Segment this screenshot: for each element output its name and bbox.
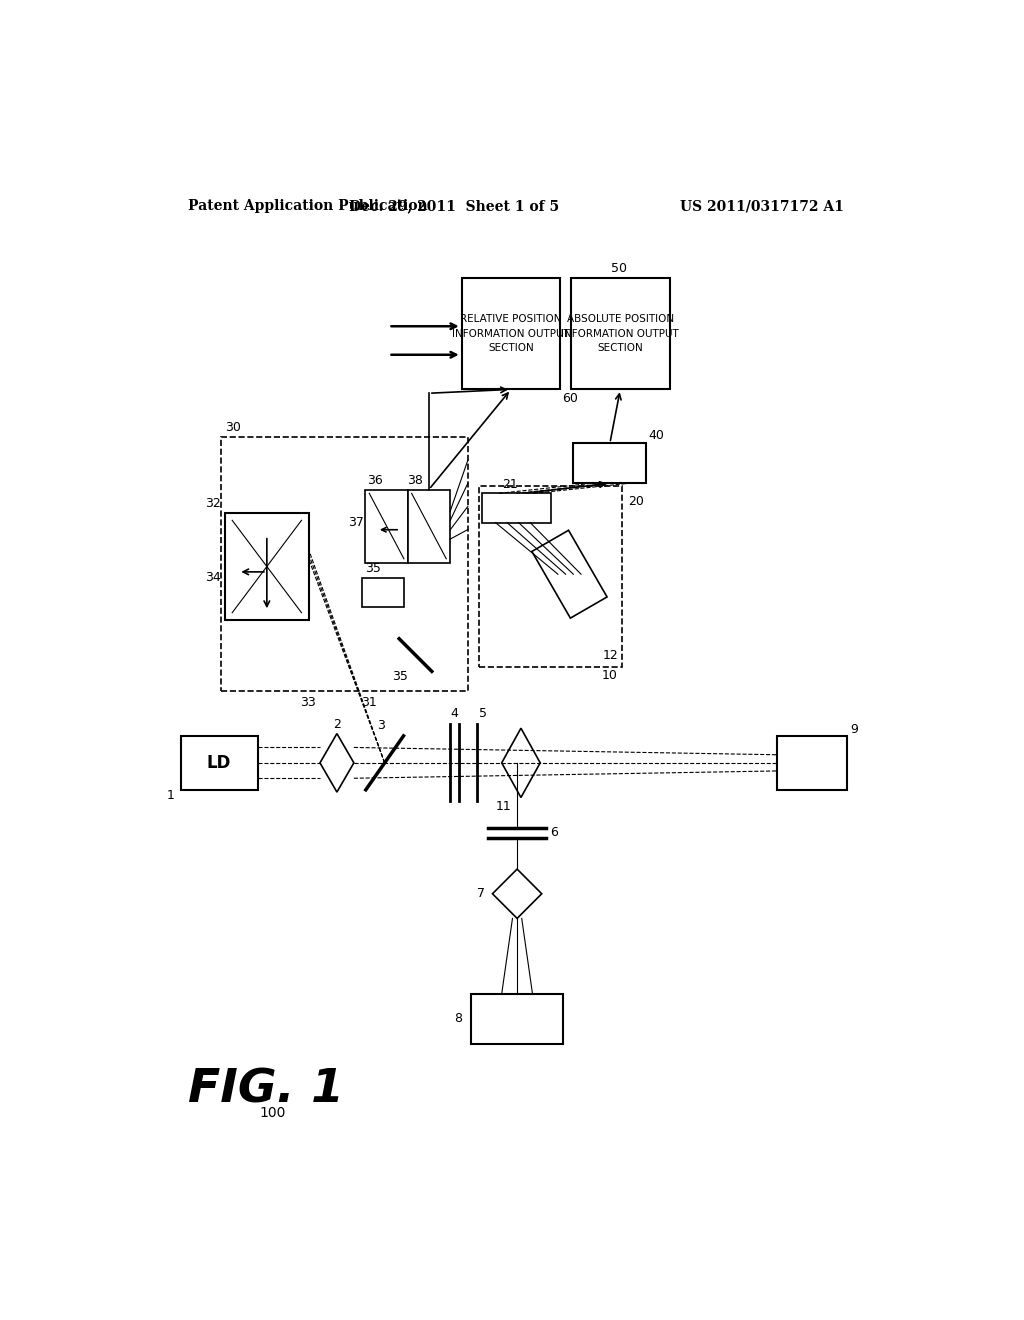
Text: 35: 35 bbox=[392, 671, 408, 684]
Text: 7: 7 bbox=[477, 887, 484, 900]
Text: 6: 6 bbox=[550, 826, 558, 840]
Bar bbox=[479, 486, 622, 667]
Bar bbox=[571, 277, 670, 389]
Bar bbox=[361, 578, 403, 607]
Text: 21: 21 bbox=[503, 478, 518, 491]
Text: 3: 3 bbox=[377, 718, 385, 731]
Text: 12: 12 bbox=[603, 648, 618, 661]
Text: Patent Application Publication: Patent Application Publication bbox=[188, 199, 428, 213]
Text: 20: 20 bbox=[628, 495, 644, 508]
Text: LD: LD bbox=[207, 754, 231, 772]
Text: Dec. 29, 2011  Sheet 1 of 5: Dec. 29, 2011 Sheet 1 of 5 bbox=[349, 199, 559, 213]
Text: 60: 60 bbox=[562, 392, 578, 405]
Bar bbox=[471, 994, 563, 1044]
Text: 36: 36 bbox=[367, 474, 383, 487]
Text: 50: 50 bbox=[610, 261, 627, 275]
Text: ABSOLUTE POSITION
INFORMATION OUTPUT
SECTION: ABSOLUTE POSITION INFORMATION OUTPUT SEC… bbox=[561, 314, 679, 354]
Text: 100: 100 bbox=[260, 1106, 286, 1121]
Text: 40: 40 bbox=[648, 429, 664, 442]
Text: 8: 8 bbox=[454, 1012, 462, 1026]
Text: 10: 10 bbox=[602, 669, 617, 682]
Text: 4: 4 bbox=[451, 708, 459, 721]
Text: 32: 32 bbox=[205, 496, 220, 510]
Text: 9: 9 bbox=[851, 723, 858, 737]
Bar bbox=[481, 494, 551, 523]
Text: 34: 34 bbox=[205, 570, 220, 583]
Bar bbox=[180, 737, 258, 789]
Text: 38: 38 bbox=[408, 474, 423, 487]
Bar bbox=[573, 444, 646, 483]
Text: 31: 31 bbox=[361, 696, 377, 709]
Text: 5: 5 bbox=[479, 708, 487, 721]
Text: 30: 30 bbox=[225, 421, 241, 434]
Bar bbox=[408, 490, 451, 562]
Text: US 2011/0317172 A1: US 2011/0317172 A1 bbox=[680, 199, 844, 213]
Text: 33: 33 bbox=[300, 696, 315, 709]
Text: 1: 1 bbox=[167, 789, 174, 803]
Text: 2: 2 bbox=[333, 718, 341, 731]
Text: RELATIVE POSITION
INFORMATION OUTPUT
SECTION: RELATIVE POSITION INFORMATION OUTPUT SEC… bbox=[452, 314, 569, 354]
Text: FIG. 1: FIG. 1 bbox=[188, 1068, 344, 1113]
Bar bbox=[366, 490, 408, 562]
Bar bbox=[777, 737, 847, 789]
Text: 11: 11 bbox=[496, 800, 512, 813]
Text: 37: 37 bbox=[348, 516, 364, 529]
Bar bbox=[221, 437, 468, 692]
Bar bbox=[224, 512, 309, 620]
Bar bbox=[462, 277, 560, 389]
Text: 35: 35 bbox=[366, 562, 381, 576]
